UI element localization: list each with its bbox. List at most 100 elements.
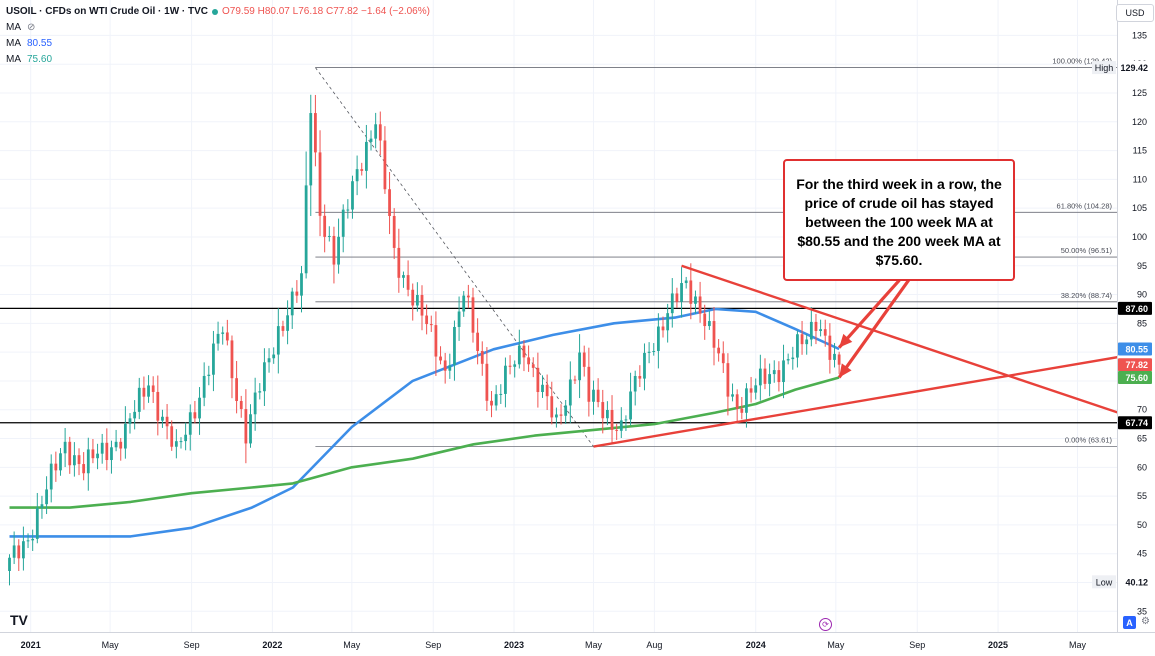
candle[interactable] [355,155,359,196]
candle[interactable] [392,208,396,260]
candle[interactable] [828,323,832,374]
auto-scale-button[interactable]: A [1123,616,1136,629]
candle[interactable] [508,355,512,375]
candle[interactable] [300,265,303,313]
candle[interactable] [59,448,62,476]
candle[interactable] [86,437,90,491]
candle[interactable] [453,320,456,381]
candle[interactable] [406,260,410,297]
candle[interactable] [35,492,39,544]
candle[interactable] [434,311,438,376]
candle[interactable] [170,420,174,451]
candle[interactable] [606,401,609,426]
candle[interactable] [698,281,702,323]
candle[interactable] [786,353,790,365]
candle[interactable] [777,361,781,392]
candle[interactable] [397,228,401,293]
candle[interactable] [615,423,619,440]
candle[interactable] [235,360,238,414]
candle[interactable] [833,343,836,368]
candle[interactable] [782,344,785,399]
candle[interactable] [45,476,48,515]
candle[interactable] [680,267,683,318]
candle[interactable] [494,385,498,411]
candle[interactable] [763,358,767,390]
candle[interactable] [578,334,581,399]
candle[interactable] [360,162,364,176]
candle[interactable] [462,291,466,317]
candle[interactable] [517,329,521,369]
candle[interactable] [823,319,827,347]
candle[interactable] [147,375,150,403]
candle[interactable] [582,345,586,377]
candle[interactable] [295,280,299,303]
candle[interactable] [796,330,799,368]
candle[interactable] [174,429,178,459]
candle[interactable] [564,399,568,424]
candle[interactable] [420,285,424,331]
candle[interactable] [77,448,81,476]
candle[interactable] [161,409,164,428]
candle[interactable] [82,452,86,481]
candle[interactable] [142,376,146,410]
candle[interactable] [72,442,76,477]
candle[interactable] [216,321,220,351]
candle[interactable] [638,365,642,388]
candle[interactable] [490,391,493,418]
eye-off-icon[interactable]: ⊘ [27,22,36,33]
candle[interactable] [754,378,758,400]
candle[interactable] [221,326,225,345]
candle[interactable] [54,451,58,482]
annotation-arrow-shaft[interactable] [837,279,910,379]
candle[interactable] [314,94,317,167]
candle[interactable] [267,348,271,373]
candle[interactable] [411,283,415,321]
candle[interactable] [91,439,95,464]
candle[interactable] [684,276,688,289]
candle[interactable] [837,351,841,375]
candle[interactable] [309,94,313,216]
candle[interactable] [800,320,804,355]
candle[interactable] [814,313,818,345]
candle[interactable] [624,415,628,431]
candle[interactable] [476,318,480,365]
candle[interactable] [443,352,447,384]
candle[interactable] [619,407,623,439]
candle[interactable] [304,151,308,279]
candle[interactable] [772,360,776,383]
candle[interactable] [263,348,266,406]
candle[interactable] [249,404,252,448]
candle[interactable] [369,130,373,151]
candle[interactable] [17,539,21,572]
candle[interactable] [188,404,192,451]
trend-line[interactable] [681,264,1127,416]
annotation-arrow-shaft[interactable] [837,279,901,349]
candle[interactable] [643,343,646,391]
candle[interactable] [758,354,762,401]
candle[interactable] [402,271,405,288]
candle[interactable] [244,389,248,464]
candle[interactable] [592,380,595,415]
candle[interactable] [341,204,345,253]
candle[interactable] [105,428,109,471]
candle[interactable] [550,381,554,425]
candle[interactable] [184,422,188,451]
candle[interactable] [536,352,540,408]
candle[interactable] [12,531,16,565]
candle[interactable] [364,124,368,189]
candle[interactable] [323,204,327,253]
candle[interactable] [179,437,183,449]
candle[interactable] [735,389,739,424]
candle[interactable] [258,383,262,400]
legend-ma-row-1[interactable]: MA ⊘ [6,20,430,36]
candle[interactable] [791,346,795,370]
candle[interactable] [707,310,711,330]
ma100-line[interactable] [9,307,840,538]
candle[interactable] [522,340,526,372]
candle[interactable] [68,436,72,474]
candle[interactable] [504,357,507,408]
candle[interactable] [374,112,378,149]
candle[interactable] [439,346,442,365]
candle[interactable] [26,533,30,549]
candle[interactable] [661,316,665,338]
